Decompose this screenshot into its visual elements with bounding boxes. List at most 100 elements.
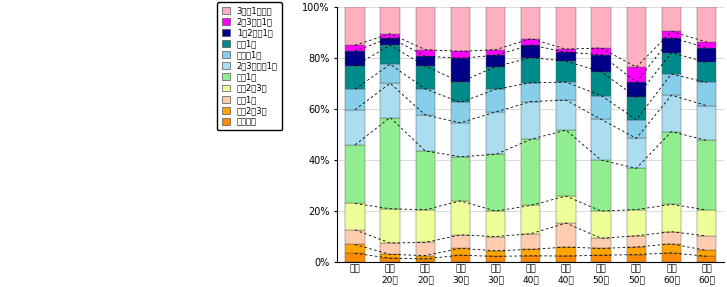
Bar	[556, 7, 576, 49]
Bar	[416, 243, 435, 255]
Bar	[697, 210, 716, 236]
Bar	[380, 117, 400, 209]
Bar	[627, 67, 646, 82]
Bar	[451, 82, 470, 102]
Bar	[486, 67, 505, 89]
Bar	[627, 120, 646, 138]
Bar	[380, 64, 400, 83]
Bar	[345, 245, 365, 253]
Bar	[345, 7, 365, 45]
Bar	[521, 83, 540, 102]
Bar	[451, 123, 470, 157]
Bar	[345, 45, 365, 51]
Bar	[451, 7, 470, 51]
Bar	[592, 119, 611, 160]
Bar	[451, 51, 470, 58]
Bar	[380, 83, 400, 117]
Bar	[697, 251, 716, 256]
Bar	[416, 7, 435, 50]
Bar	[697, 7, 716, 42]
Bar	[486, 211, 505, 236]
Bar	[556, 82, 576, 100]
Bar	[627, 236, 646, 247]
Bar	[662, 95, 681, 131]
Bar	[556, 256, 576, 262]
Bar	[521, 102, 540, 139]
Bar	[662, 253, 681, 262]
Bar	[486, 50, 505, 55]
Bar	[486, 55, 505, 67]
Bar	[451, 102, 470, 123]
Bar	[697, 106, 716, 140]
Bar	[662, 38, 681, 53]
Bar	[486, 112, 505, 154]
Bar	[486, 7, 505, 50]
Bar	[697, 140, 716, 210]
Bar	[592, 249, 611, 255]
Bar	[521, 39, 540, 45]
Bar	[451, 58, 470, 82]
Bar	[592, 238, 611, 249]
Bar	[486, 236, 505, 251]
Bar	[697, 42, 716, 48]
Bar	[592, 211, 611, 238]
Bar	[486, 251, 505, 256]
Bar	[486, 256, 505, 262]
Bar	[592, 72, 611, 96]
Bar	[380, 7, 400, 34]
Bar	[416, 115, 435, 151]
Bar	[697, 82, 716, 106]
Bar	[380, 38, 400, 45]
Legend: 3年に1回未満, 2〜3年に1回, 1〜2年に1回, 年に1回, 半年に1回, 2〜3カ月に1回, 月に1回, 月に2〜3回, 週に1回, 週に2〜3回, ほぼ: 3年に1回未満, 2〜3年に1回, 1〜2年に1回, 年に1回, 半年に1回, …	[217, 2, 281, 130]
Bar	[416, 255, 435, 259]
Bar	[416, 89, 435, 115]
Bar	[592, 255, 611, 262]
Bar	[521, 205, 540, 234]
Bar	[345, 253, 365, 262]
Bar	[556, 223, 576, 247]
Bar	[380, 255, 400, 258]
Bar	[345, 89, 365, 110]
Bar	[416, 151, 435, 210]
Bar	[451, 201, 470, 235]
Bar	[592, 160, 611, 211]
Bar	[627, 138, 646, 168]
Bar	[697, 62, 716, 82]
Bar	[556, 130, 576, 196]
Bar	[521, 256, 540, 262]
Bar	[662, 244, 681, 253]
Bar	[521, 139, 540, 205]
Bar	[345, 51, 365, 66]
Bar	[345, 230, 365, 245]
Bar	[345, 66, 365, 89]
Bar	[380, 34, 400, 38]
Bar	[556, 61, 576, 82]
Bar	[451, 235, 470, 249]
Bar	[380, 243, 400, 255]
Bar	[521, 45, 540, 57]
Bar	[592, 48, 611, 55]
Bar	[486, 89, 505, 112]
Bar	[521, 7, 540, 39]
Bar	[627, 255, 646, 262]
Bar	[697, 48, 716, 62]
Bar	[697, 236, 716, 251]
Bar	[451, 255, 470, 262]
Bar	[662, 53, 681, 74]
Bar	[662, 204, 681, 232]
Bar	[380, 258, 400, 262]
Bar	[592, 7, 611, 48]
Bar	[627, 168, 646, 210]
Bar	[627, 210, 646, 236]
Bar	[627, 82, 646, 97]
Bar	[416, 50, 435, 56]
Bar	[627, 247, 646, 255]
Bar	[556, 247, 576, 256]
Bar	[380, 45, 400, 64]
Bar	[380, 209, 400, 243]
Bar	[592, 55, 611, 72]
Bar	[662, 74, 681, 95]
Bar	[627, 97, 646, 120]
Bar	[521, 57, 540, 83]
Bar	[416, 56, 435, 66]
